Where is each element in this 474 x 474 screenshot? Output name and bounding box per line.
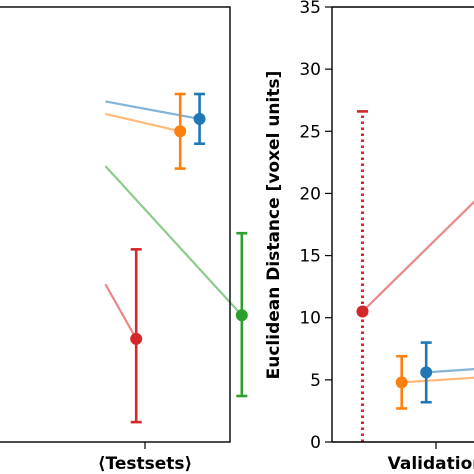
y-tick-label: 15	[299, 247, 321, 267]
y-tick-label: 25	[299, 122, 321, 142]
right-plot: 0 5 10 15 20 25 30 35 Validation Euclidean Dist…	[264, 0, 474, 474]
connector-line	[105, 112, 181, 133]
data-point	[235, 309, 248, 322]
left-plot-marks	[104, 92, 248, 424]
y-tick-label: 5	[310, 371, 321, 391]
data-point	[420, 366, 433, 379]
connector-line	[401, 376, 474, 384]
connector-line	[105, 100, 200, 120]
left-plot-frame	[0, 6, 231, 443]
right-y-axis-label: Euclidean Distance [voxel units]	[264, 71, 284, 380]
y-tick-label: 30	[299, 60, 321, 80]
left-x-axis-label: ⟨Testsets⟩	[98, 454, 193, 474]
left-plot: ⟨Testsets⟩	[0, 6, 248, 474]
connector-line	[361, 200, 474, 313]
connector-line	[426, 367, 474, 374]
y-tick-label: 0	[310, 433, 321, 453]
data-point	[130, 332, 143, 345]
y-tick-label: 20	[299, 184, 321, 204]
connector-line	[104, 165, 243, 316]
right-x-axis-label: Validation	[388, 454, 474, 474]
connector-line	[104, 283, 138, 340]
y-tick-label: 10	[299, 309, 321, 329]
data-point	[174, 125, 187, 138]
data-point	[193, 112, 206, 125]
right-plot-marks	[356, 110, 474, 442]
data-point	[395, 376, 408, 389]
data-point	[356, 305, 369, 318]
y-tick-label: 35	[299, 0, 321, 18]
right-y-axis: 0 5 10 15 20 25 30 35	[299, 0, 332, 453]
